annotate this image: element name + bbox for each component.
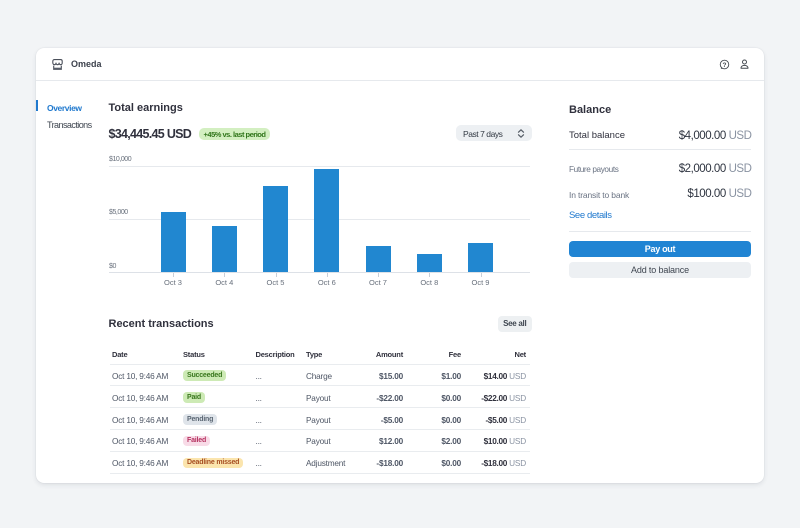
svg-text:?: ? <box>723 62 727 69</box>
